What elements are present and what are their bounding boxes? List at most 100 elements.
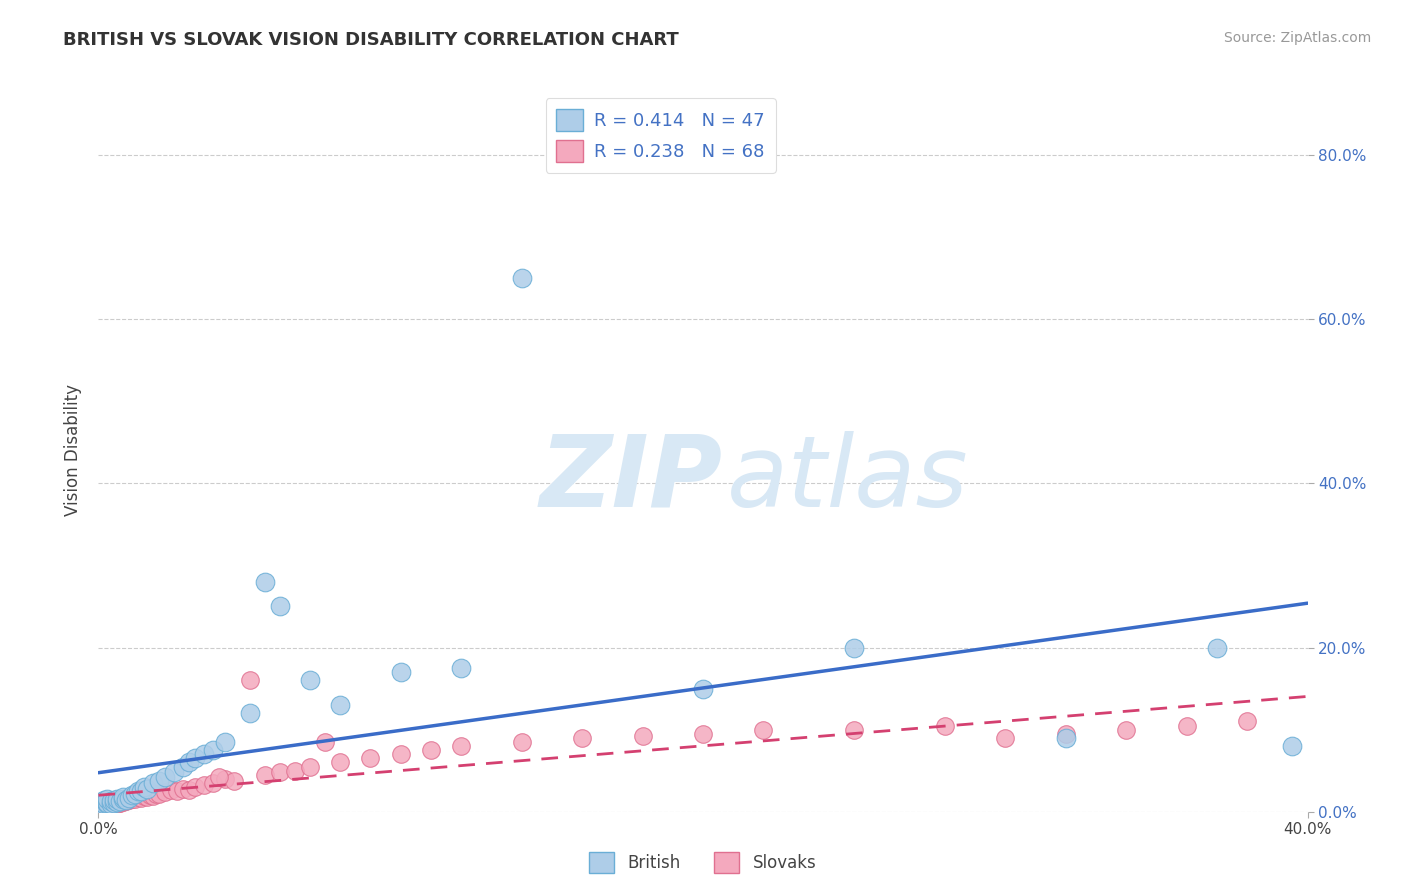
Point <box>114 791 136 805</box>
Point <box>1115 723 1137 737</box>
Point <box>329 698 352 712</box>
Point <box>96 792 118 806</box>
Point <box>103 793 125 807</box>
Point <box>160 783 183 797</box>
Point <box>93 796 115 810</box>
Point <box>103 795 125 809</box>
Point <box>1206 640 1229 655</box>
Point <box>127 784 149 798</box>
Point <box>844 723 866 737</box>
Point <box>166 784 188 798</box>
Point <box>253 768 276 782</box>
Point <box>184 780 207 794</box>
Point <box>631 729 654 743</box>
Text: Source: ZipAtlas.com: Source: ZipAtlas.com <box>1223 31 1371 45</box>
Point <box>269 765 291 780</box>
Point <box>179 782 201 797</box>
Point <box>172 781 194 796</box>
Point <box>510 735 533 749</box>
Text: ZIP: ZIP <box>540 431 723 528</box>
Point <box>103 797 125 812</box>
Point <box>994 731 1017 745</box>
Point <box>100 794 122 808</box>
Point <box>172 759 194 773</box>
Point <box>253 574 276 589</box>
Point <box>118 793 141 807</box>
Point <box>153 770 176 784</box>
Point <box>752 723 775 737</box>
Point <box>1054 731 1077 745</box>
Point <box>121 792 143 806</box>
Point <box>111 792 134 806</box>
Point <box>184 751 207 765</box>
Point <box>571 731 593 745</box>
Point <box>111 795 134 809</box>
Point <box>93 797 115 811</box>
Point <box>96 797 118 811</box>
Point <box>135 781 157 796</box>
Point <box>1281 739 1303 753</box>
Point <box>1236 714 1258 729</box>
Point <box>96 796 118 810</box>
Point <box>314 735 336 749</box>
Point <box>145 788 167 802</box>
Point <box>1054 727 1077 741</box>
Point <box>124 787 146 801</box>
Point <box>692 727 714 741</box>
Point <box>163 765 186 780</box>
Point <box>153 785 176 799</box>
Point <box>103 796 125 810</box>
Point <box>127 789 149 804</box>
Legend: British, Slovaks: British, Slovaks <box>583 846 823 880</box>
Point <box>90 800 112 814</box>
Point <box>299 759 322 773</box>
Point <box>202 743 225 757</box>
Point <box>135 789 157 804</box>
Point <box>214 772 236 786</box>
Point <box>360 751 382 765</box>
Point <box>510 271 533 285</box>
Text: atlas: atlas <box>727 431 969 528</box>
Point <box>389 747 412 762</box>
Point <box>100 797 122 811</box>
Point <box>108 796 131 810</box>
Point <box>105 794 128 808</box>
Point <box>142 776 165 790</box>
Point <box>129 784 152 798</box>
Point <box>114 794 136 808</box>
Point <box>108 793 131 807</box>
Point <box>100 794 122 808</box>
Point <box>93 793 115 807</box>
Point <box>96 797 118 812</box>
Point <box>108 794 131 808</box>
Point <box>844 640 866 655</box>
Point <box>450 661 472 675</box>
Point <box>96 799 118 814</box>
Point <box>105 792 128 806</box>
Point <box>96 795 118 809</box>
Point <box>1175 718 1198 732</box>
Point <box>329 756 352 770</box>
Point <box>90 798 112 813</box>
Point <box>129 790 152 805</box>
Point <box>284 764 307 778</box>
Point <box>132 789 155 804</box>
Text: BRITISH VS SLOVAK VISION DISABILITY CORRELATION CHART: BRITISH VS SLOVAK VISION DISABILITY CORR… <box>63 31 679 49</box>
Y-axis label: Vision Disability: Vision Disability <box>65 384 83 516</box>
Point <box>239 673 262 688</box>
Point <box>934 718 956 732</box>
Point <box>105 797 128 811</box>
Point <box>111 789 134 804</box>
Point <box>299 673 322 688</box>
Point <box>111 791 134 805</box>
Point <box>148 787 170 801</box>
Point <box>93 799 115 814</box>
Point <box>193 779 215 793</box>
Point <box>118 790 141 805</box>
Point <box>90 795 112 809</box>
Point <box>139 789 162 803</box>
Point <box>93 797 115 812</box>
Point <box>132 780 155 794</box>
Point <box>389 665 412 680</box>
Point <box>118 790 141 805</box>
